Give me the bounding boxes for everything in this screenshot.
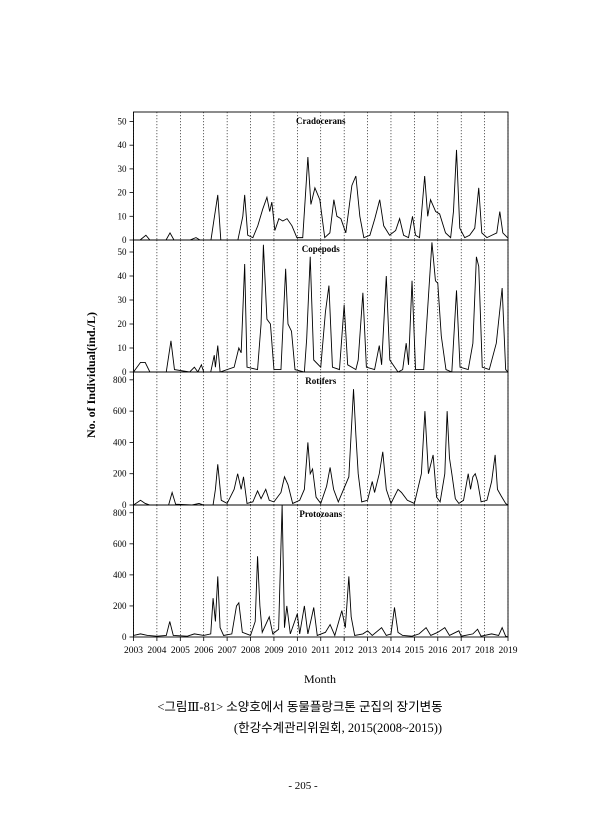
data-line xyxy=(133,389,508,505)
y-tick-label: 400 xyxy=(113,570,127,580)
panel: 0 10 20 30 40 50 Cradocerans xyxy=(118,111,509,245)
panel-title: Protozoans xyxy=(299,509,342,519)
x-tick-label: 2004 xyxy=(147,646,166,656)
y-tick-label: 10 xyxy=(118,343,128,353)
y-tick-label: 50 xyxy=(118,247,128,257)
data-line xyxy=(133,242,508,372)
y-tick-label: 20 xyxy=(118,188,128,198)
x-tick-label: 2003 xyxy=(124,646,143,656)
x-tick-label: 2016 xyxy=(428,646,447,656)
y-tick-label: 40 xyxy=(118,271,128,281)
y-tick-label: 800 xyxy=(113,508,127,518)
x-tick-label: 2006 xyxy=(194,646,213,656)
y-tick-label: 20 xyxy=(118,319,128,329)
data-line xyxy=(133,149,508,240)
data-line xyxy=(133,505,508,637)
y-tick-label: 600 xyxy=(113,539,127,549)
y-tick-label: 50 xyxy=(118,116,128,126)
y-tick-label: 0 xyxy=(122,632,127,642)
y-axis-label: No. of Individual(ind./L) xyxy=(84,312,98,438)
x-tick-label: 2018 xyxy=(475,646,494,656)
x-tick-label: 2011 xyxy=(311,646,330,656)
y-tick-label: 400 xyxy=(113,437,127,447)
panel-frame xyxy=(133,504,509,638)
x-tick-label: 2015 xyxy=(405,646,424,656)
panel-title: Copepods xyxy=(302,244,341,254)
panel: 2003 2004 2005 2006 2007 2008 2009 2010 2011 2012… xyxy=(113,504,518,656)
x-tick-label: 2014 xyxy=(381,646,400,656)
x-tick-label: 2017 xyxy=(452,646,471,656)
y-tick-label: 0 xyxy=(122,235,127,245)
y-tick-label: 30 xyxy=(118,164,128,174)
panel: 0 200 400 600 800 Rotifers xyxy=(113,371,509,510)
panel: 0 10 20 30 40 50 Copepods xyxy=(118,239,509,377)
y-tick-label: 0 xyxy=(122,500,127,510)
x-tick-label: 2005 xyxy=(171,646,190,656)
page-number: - 205 - xyxy=(288,780,318,792)
x-tick-label: 2010 xyxy=(288,646,307,656)
y-tick-label: 10 xyxy=(118,211,128,221)
y-tick-label: 200 xyxy=(113,469,127,479)
y-tick-label: 40 xyxy=(118,140,128,150)
y-tick-label: 30 xyxy=(118,295,128,305)
x-tick-label: 2007 xyxy=(218,646,237,656)
y-tick-label: 600 xyxy=(113,406,127,416)
x-tick-label: 2009 xyxy=(264,646,283,656)
y-tick-label: 200 xyxy=(113,601,127,611)
x-tick-label: 2019 xyxy=(499,646,518,656)
y-tick-label: 0 xyxy=(122,367,127,377)
caption-line: (한강수계관리위원회, 2015(2008~2015)) xyxy=(234,721,442,735)
x-tick-label: 2012 xyxy=(335,646,354,656)
y-tick-label: 800 xyxy=(113,375,127,385)
x-tick-label: 2013 xyxy=(358,646,377,656)
x-tick-label: 2008 xyxy=(241,646,260,656)
caption-line: <그림Ⅲ-81> 소양호에서 동물플랑크톤 군집의 장기변동 xyxy=(157,700,442,714)
panel-title: Rotifers xyxy=(305,376,336,386)
panel-title: Cradocerans xyxy=(296,116,346,126)
x-axis-label: Month xyxy=(304,672,336,686)
